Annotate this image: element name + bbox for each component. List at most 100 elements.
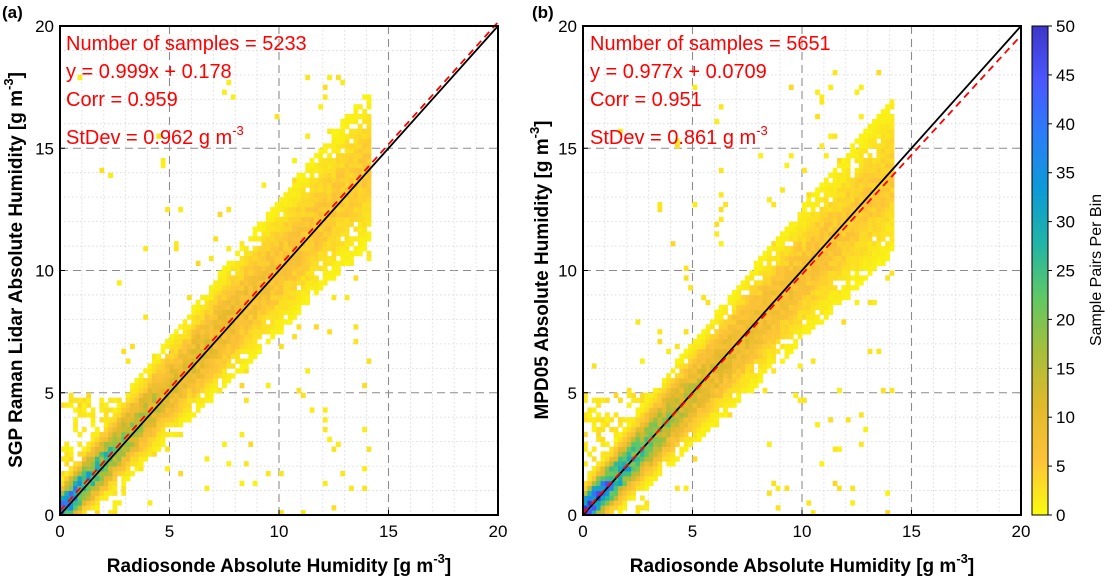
heatmap-cell bbox=[270, 255, 276, 262]
heatmap-cell bbox=[696, 343, 702, 350]
heatmap-cell bbox=[771, 255, 777, 262]
heatmap-cell bbox=[775, 241, 781, 247]
heatmap-cell bbox=[692, 431, 698, 438]
heatmap-cell bbox=[265, 216, 271, 222]
heatmap-cell bbox=[867, 216, 873, 222]
heatmap-cell bbox=[81, 490, 87, 496]
heatmap-cell bbox=[344, 167, 350, 174]
heatmap-cell bbox=[318, 172, 324, 178]
heatmap-cell bbox=[362, 187, 367, 193]
heatmap-cell bbox=[845, 202, 851, 208]
heatmap-cell bbox=[810, 250, 816, 257]
heatmap-cell bbox=[775, 299, 781, 306]
heatmap-cell bbox=[344, 182, 350, 188]
heatmap-cell bbox=[780, 255, 785, 262]
heatmap-cell bbox=[832, 255, 838, 262]
heatmap-cell bbox=[349, 172, 354, 178]
heatmap-cell bbox=[845, 280, 851, 286]
heatmap-cell bbox=[657, 461, 663, 467]
heatmap-cell bbox=[731, 353, 737, 359]
heatmap-cell bbox=[885, 123, 890, 130]
heatmap-cell bbox=[793, 255, 799, 262]
heatmap-cell bbox=[95, 485, 100, 491]
heatmap-cell bbox=[674, 138, 680, 144]
heatmap-cell bbox=[880, 255, 886, 262]
heatmap-cell bbox=[178, 412, 184, 418]
heatmap-cell bbox=[366, 172, 372, 178]
heatmap-cell bbox=[780, 324, 785, 330]
heatmap-cell bbox=[618, 446, 623, 452]
heatmap-cell bbox=[366, 187, 372, 193]
heatmap-cell bbox=[858, 255, 864, 262]
heatmap-cell bbox=[344, 114, 350, 120]
heatmap-cell bbox=[609, 456, 615, 462]
heatmap-cell bbox=[213, 343, 219, 350]
heatmap-cell bbox=[309, 162, 315, 169]
heatmap-cell bbox=[815, 202, 820, 208]
heatmap-cell bbox=[274, 250, 280, 257]
heatmap-cell bbox=[169, 348, 175, 355]
heatmap-cell bbox=[178, 353, 184, 359]
heatmap-cell bbox=[357, 197, 363, 203]
heatmap-cell bbox=[349, 177, 354, 183]
heatmap-cell bbox=[125, 456, 131, 462]
heatmap-cell bbox=[889, 387, 895, 394]
heatmap-cell bbox=[261, 255, 267, 262]
heatmap-cell bbox=[283, 275, 289, 281]
heatmap-cell bbox=[692, 426, 698, 433]
panel-b-ylabel-sup: -3 bbox=[527, 127, 542, 139]
heatmap-cell bbox=[823, 153, 829, 159]
heatmap-cell bbox=[639, 461, 645, 467]
heatmap-cell bbox=[217, 368, 223, 374]
heatmap-cell bbox=[885, 226, 890, 232]
heatmap-cell bbox=[143, 446, 148, 452]
heatmap-cell bbox=[292, 216, 297, 222]
heatmap-cell bbox=[160, 162, 166, 169]
heatmap-cell bbox=[366, 133, 372, 139]
heatmap-cell bbox=[248, 250, 254, 257]
heatmap-cell bbox=[850, 250, 855, 257]
heatmap-cell bbox=[64, 510, 70, 516]
heatmap-cell bbox=[850, 255, 855, 262]
heatmap-cell bbox=[261, 299, 267, 306]
heatmap-cell bbox=[283, 216, 289, 222]
heatmap-cell bbox=[327, 167, 332, 174]
heatmap-cell bbox=[217, 211, 223, 218]
heatmap-cell bbox=[670, 407, 676, 413]
heatmap-cell bbox=[292, 197, 297, 203]
heatmap-cell bbox=[182, 319, 188, 325]
heatmap-cell bbox=[222, 348, 227, 355]
heatmap-cell bbox=[252, 250, 258, 257]
heatmap-cell bbox=[147, 368, 153, 374]
heatmap-cell bbox=[165, 431, 170, 438]
heatmap-cell bbox=[257, 294, 262, 301]
heatmap-cell bbox=[644, 466, 650, 472]
heatmap-cell bbox=[261, 329, 267, 335]
heatmap-cell bbox=[130, 446, 135, 452]
heatmap-cell bbox=[766, 275, 772, 281]
heatmap-cell bbox=[138, 466, 144, 472]
heatmap-cell bbox=[714, 412, 720, 418]
heatmap-cell bbox=[648, 431, 654, 438]
heatmap-cell bbox=[99, 446, 105, 452]
heatmap-cell bbox=[591, 407, 597, 413]
heatmap-cell bbox=[604, 397, 610, 403]
heatmap-cell bbox=[274, 211, 280, 218]
heatmap-cell bbox=[204, 387, 210, 394]
heatmap-cell bbox=[718, 373, 724, 379]
heatmap-cell bbox=[222, 280, 227, 286]
heatmap-cell bbox=[112, 412, 118, 418]
heatmap-cell bbox=[793, 314, 799, 320]
heatmap-cell bbox=[366, 94, 372, 100]
heatmap-cell bbox=[86, 441, 92, 447]
heatmap-cell bbox=[802, 304, 807, 311]
heatmap-cell bbox=[766, 250, 772, 257]
heatmap-cell bbox=[583, 412, 588, 418]
heatmap-cell bbox=[73, 466, 78, 472]
heatmap-cell bbox=[648, 426, 654, 433]
heatmap-cell bbox=[885, 216, 890, 222]
heatmap-cell bbox=[322, 426, 328, 433]
heatmap-cell bbox=[841, 202, 847, 208]
heatmap-cell bbox=[705, 348, 711, 355]
panel-a-ylabel-sup: -3 bbox=[1, 78, 16, 90]
